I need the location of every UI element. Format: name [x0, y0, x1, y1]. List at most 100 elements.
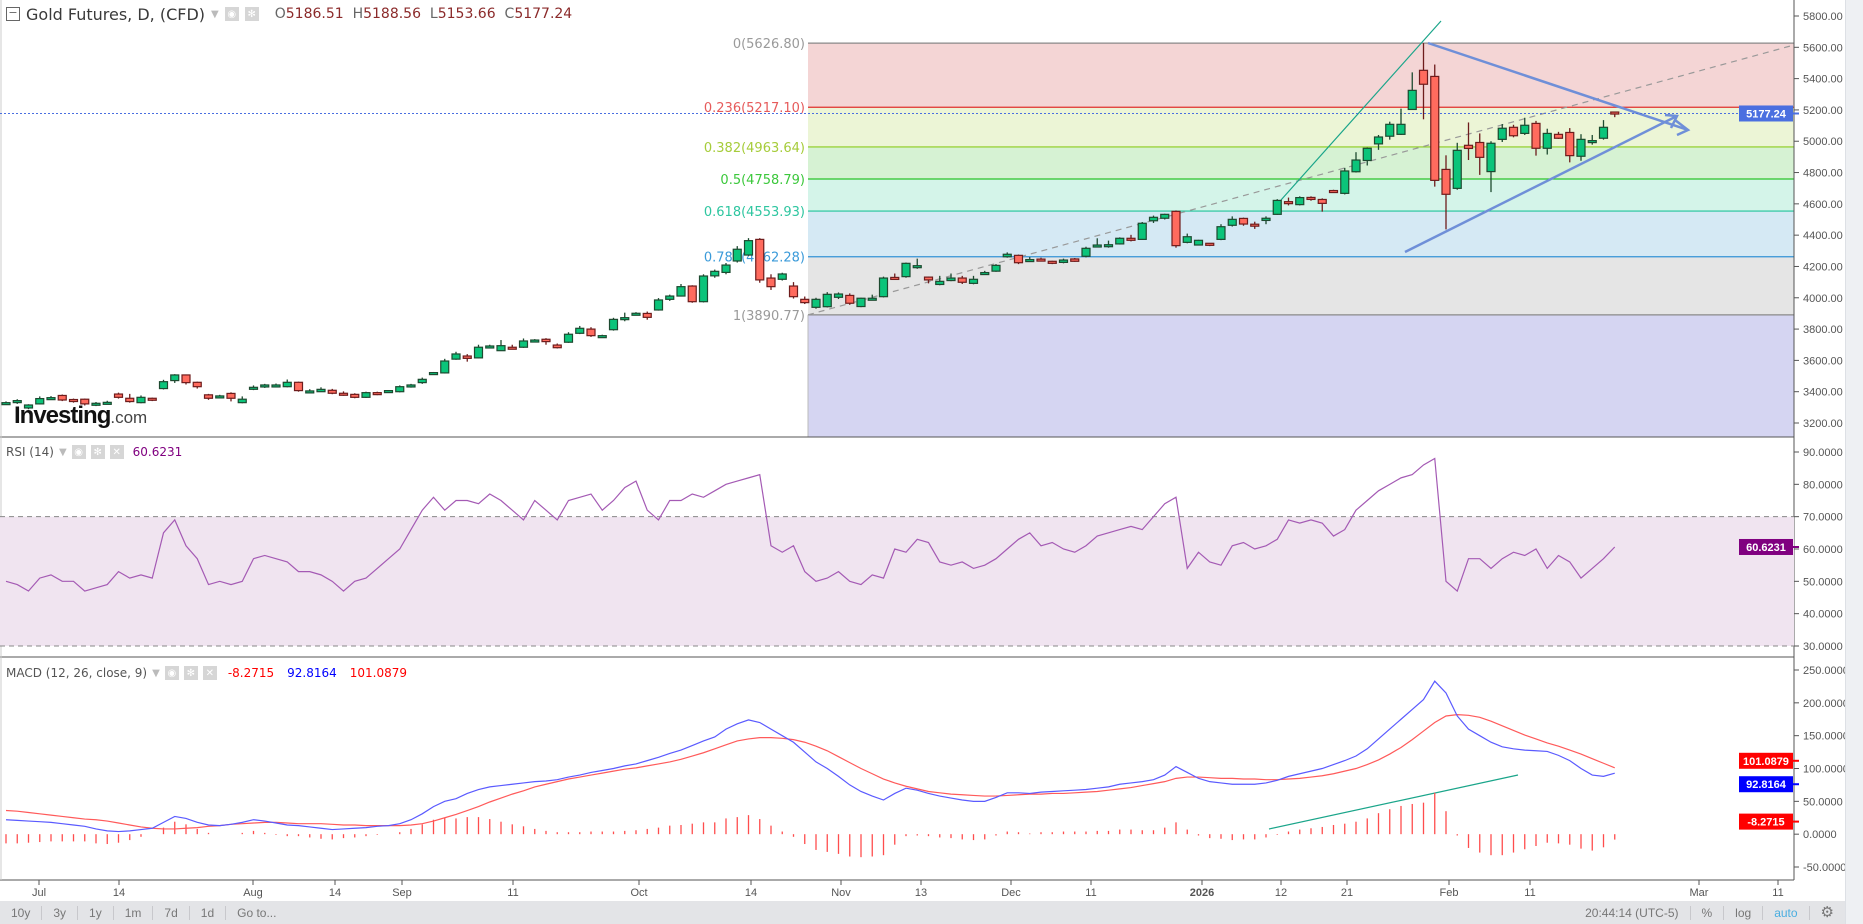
close-value: 5177.24: [514, 6, 573, 22]
drawings[interactable]: [0, 20, 1795, 830]
auto-toggle[interactable]: auto: [1763, 905, 1810, 920]
candle-body: [1531, 122, 1541, 149]
price-tick-label: 5400.00: [1803, 74, 1843, 86]
candle-body: [1171, 210, 1181, 247]
candle-body: [507, 346, 517, 350]
axes: 5800.00 5600.00 5400.00 5200.00 5000.00 4800.…: [0, 0, 1849, 899]
candle-body: [1070, 258, 1080, 262]
candle-body: [1475, 141, 1485, 158]
eye-icon[interactable]: ◉: [164, 666, 179, 680]
candle-body: [968, 278, 979, 284]
rsi-tick-label: 70.0000: [1803, 512, 1843, 524]
log-toggle[interactable]: log: [1724, 905, 1764, 920]
candle-body: [158, 381, 169, 390]
percent-toggle[interactable]: %: [1691, 905, 1725, 920]
candle-body: [935, 280, 945, 286]
collapse-icon[interactable]: −: [6, 7, 20, 21]
candle-body: [102, 401, 112, 405]
gear-icon[interactable]: ✻: [90, 445, 105, 459]
range-3y-button[interactable]: 3y: [42, 905, 79, 920]
clock: 20:44:14 (UTC-5): [1574, 905, 1691, 920]
eye-icon[interactable]: ◉: [224, 7, 239, 21]
macd-line-label: 92.8164: [1746, 779, 1787, 791]
candle-body: [1373, 136, 1384, 145]
chevron-down-icon[interactable]: ▼: [152, 667, 160, 679]
candle-body: [35, 397, 45, 405]
candle-body: [57, 394, 67, 401]
goto-button[interactable]: Go to...: [237, 905, 277, 920]
gear-icon[interactable]: ✻: [183, 666, 198, 680]
rsi-tick-label: 30.0000: [1803, 641, 1843, 653]
candle-body: [552, 344, 562, 349]
range-7d-button[interactable]: 7d: [153, 905, 190, 920]
candle-body: [755, 238, 765, 281]
candle-body: [833, 293, 844, 298]
candle-body: [530, 339, 540, 343]
fib-level-label: 0.382(4963.64): [704, 141, 805, 156]
candle-body: [653, 299, 664, 311]
close-icon[interactable]: ✕: [202, 666, 217, 680]
candle-body: [215, 395, 225, 399]
price-tick-label: 5800.00: [1803, 11, 1843, 23]
range-1d-button[interactable]: 1d: [190, 905, 227, 920]
chevron-down-icon[interactable]: ▼: [58, 446, 67, 458]
right-scroll-strip[interactable]: [1845, 0, 1863, 924]
candle-body: [170, 374, 180, 382]
candle-body: [12, 400, 22, 404]
bottom-toolbar: 10y 3y 1y 1m 7d 1d Go to... 20:44:14 (UT…: [0, 901, 1845, 924]
last-price-label-box: [1739, 105, 1793, 122]
candle-body: [1463, 144, 1474, 150]
range-1m-button[interactable]: 1m: [114, 905, 154, 920]
macd-line-value: 92.8164: [287, 666, 337, 680]
candle-body: [912, 265, 922, 269]
candle-body: [1542, 132, 1552, 149]
dashed-trend-line: [807, 44, 1795, 316]
rsi-title[interactable]: RSI (14): [6, 445, 54, 459]
rsi-tick-label: 60.0000: [1803, 544, 1843, 556]
candle-body: [1565, 131, 1575, 157]
price-tick-label: 5600.00: [1803, 42, 1843, 54]
candle-body: [350, 393, 360, 398]
fibonacci-retracement[interactable]: 0(5626.80) 0.236(5217.10) 0.382(4963.64) 0.…: [704, 37, 1794, 437]
candle-body: [721, 264, 731, 274]
macd-signal-label: 101.0879: [1743, 756, 1789, 768]
eye-icon[interactable]: ◉: [71, 445, 86, 459]
fib-level-label: 0.5(4758.79): [720, 173, 805, 188]
candle-body: [1126, 237, 1136, 241]
candle-body: [293, 381, 304, 392]
price-tick-label: 4200.00: [1803, 261, 1843, 273]
candle-body: [1013, 254, 1024, 264]
low-label: L: [429, 6, 438, 22]
gear-icon[interactable]: ✻: [244, 7, 259, 21]
date-label: Sep: [392, 887, 412, 899]
candle-body: [597, 335, 607, 339]
candle-body: [1115, 237, 1125, 245]
chevron-down-icon[interactable]: ▼: [211, 8, 219, 20]
price-tick-label: 5200.00: [1803, 105, 1843, 117]
candle-body: [1, 402, 11, 406]
candle-body: [1452, 149, 1462, 189]
instrument-title[interactable]: Gold Futures, D, (CFD): [26, 4, 206, 24]
price-tick-label: 3600.00: [1803, 355, 1843, 367]
macd-title[interactable]: MACD (12, 26, close, 9): [6, 666, 148, 680]
candle-body: [1272, 199, 1282, 215]
candle-body: [417, 378, 427, 384]
candle-body: [406, 384, 416, 388]
candle-body: [80, 398, 90, 405]
fib-level-label: 1(3890.77): [733, 309, 805, 324]
settings-gear-icon[interactable]: ⚙: [1820, 903, 1834, 921]
date-label: 11: [1524, 887, 1535, 899]
arrow-head-icon: [1664, 113, 1679, 129]
close-icon[interactable]: ✕: [109, 445, 124, 459]
range-1y-button[interactable]: 1y: [78, 905, 114, 920]
macd-signal-label-box: [1739, 752, 1793, 769]
candle-body: [1441, 168, 1451, 195]
macd-histogram-label-box: [1739, 813, 1793, 830]
candle-body: [1002, 253, 1012, 258]
range-10y-button[interactable]: 10y: [0, 905, 43, 920]
rsi-pane: [0, 457, 1794, 647]
candle-body: [136, 396, 146, 404]
candle-body: [1160, 213, 1170, 219]
candle-body: [1351, 159, 1361, 173]
